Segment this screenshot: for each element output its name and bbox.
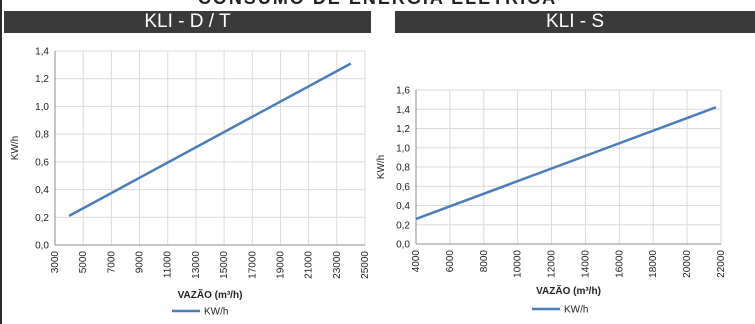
- left-y-tick-label: 0,4: [35, 185, 49, 196]
- right-x-tick-label: 6000: [445, 250, 456, 273]
- left-x-tick-label: 15000: [219, 251, 230, 279]
- left-y-axis-label: KW/h: [10, 136, 21, 160]
- left-x-tick-label: 25000: [360, 251, 371, 279]
- panel-header-left-label: KLI - D / T: [144, 11, 231, 32]
- right-x-tick-label: 20000: [682, 250, 693, 278]
- right-series-line: [415, 106, 717, 221]
- frame-border: [0, 0, 2, 324]
- left-x-tick-label: 13000: [191, 251, 202, 279]
- right-x-tick-label: 4000: [411, 250, 422, 273]
- right-x-tick-label: 22000: [716, 250, 727, 278]
- page-heading-strip: CONSUMO DE ENERGIA ELÉTRICA: [0, 0, 755, 9]
- left-x-tick-label: 17000: [247, 251, 258, 279]
- panel-header-right-label: KLI - S: [545, 11, 605, 32]
- right-y-tick-label: 1,4: [396, 105, 410, 116]
- right-y-axis-label: KW/h: [376, 155, 387, 179]
- right-x-tick-label: 16000: [614, 250, 625, 278]
- left-x-tick-label: 19000: [275, 251, 286, 279]
- right-y-tick-label: 1,6: [396, 86, 410, 97]
- left-y-tick-label: 0,0: [35, 241, 49, 252]
- right-x-tick-label: 8000: [479, 250, 490, 273]
- left-x-axis-label: VAZÃO (m³/h): [178, 288, 243, 301]
- left-x-tick-label: 21000: [304, 251, 315, 279]
- right-x-axis-label: VAZÃO (m³/h): [536, 284, 601, 297]
- left-y-tick-label: 0,6: [35, 157, 49, 168]
- left-legend-label: KW/h: [204, 307, 228, 318]
- right-y-tick-label: 1,0: [396, 143, 410, 154]
- right-y-tick-label: 0,8: [396, 163, 410, 174]
- right-y-tick-label: 0,4: [396, 201, 410, 212]
- left-x-tick-label: 5000: [78, 251, 89, 274]
- right-y-tick-label: 0,2: [396, 220, 410, 231]
- left-y-tick-label: 1,2: [35, 74, 49, 85]
- left-y-tick-label: 0,2: [35, 213, 49, 224]
- right-y-tick-label: 0,6: [396, 182, 410, 193]
- left-x-tick-label: 3000: [50, 251, 61, 274]
- right-legend-label: KW/h: [564, 305, 588, 316]
- right-x-tick-label: 14000: [580, 250, 591, 278]
- right-y-tick-label: 0,0: [396, 240, 410, 251]
- left-y-tick-label: 1,0: [35, 102, 49, 113]
- panel-header-left: KLI - D / T: [4, 11, 371, 33]
- left-series-line: [68, 62, 352, 217]
- right-x-tick-label: 10000: [513, 250, 524, 278]
- left-x-tick-label: 9000: [135, 251, 146, 274]
- right-y-tick-label: 1,2: [396, 124, 410, 135]
- left-x-tick-label: 11000: [163, 251, 174, 279]
- left-y-tick-label: 0,8: [35, 130, 49, 141]
- left-x-tick-label: 7000: [106, 251, 117, 274]
- page-heading: CONSUMO DE ENERGIA ELÉTRICA: [0, 0, 755, 9]
- left-x-tick-label: 23000: [332, 251, 343, 279]
- right-x-tick-label: 18000: [648, 250, 659, 278]
- panel-header-right: KLI - S: [395, 11, 755, 33]
- left-y-tick-label: 1,4: [35, 47, 49, 58]
- right-x-tick-label: 12000: [547, 250, 558, 278]
